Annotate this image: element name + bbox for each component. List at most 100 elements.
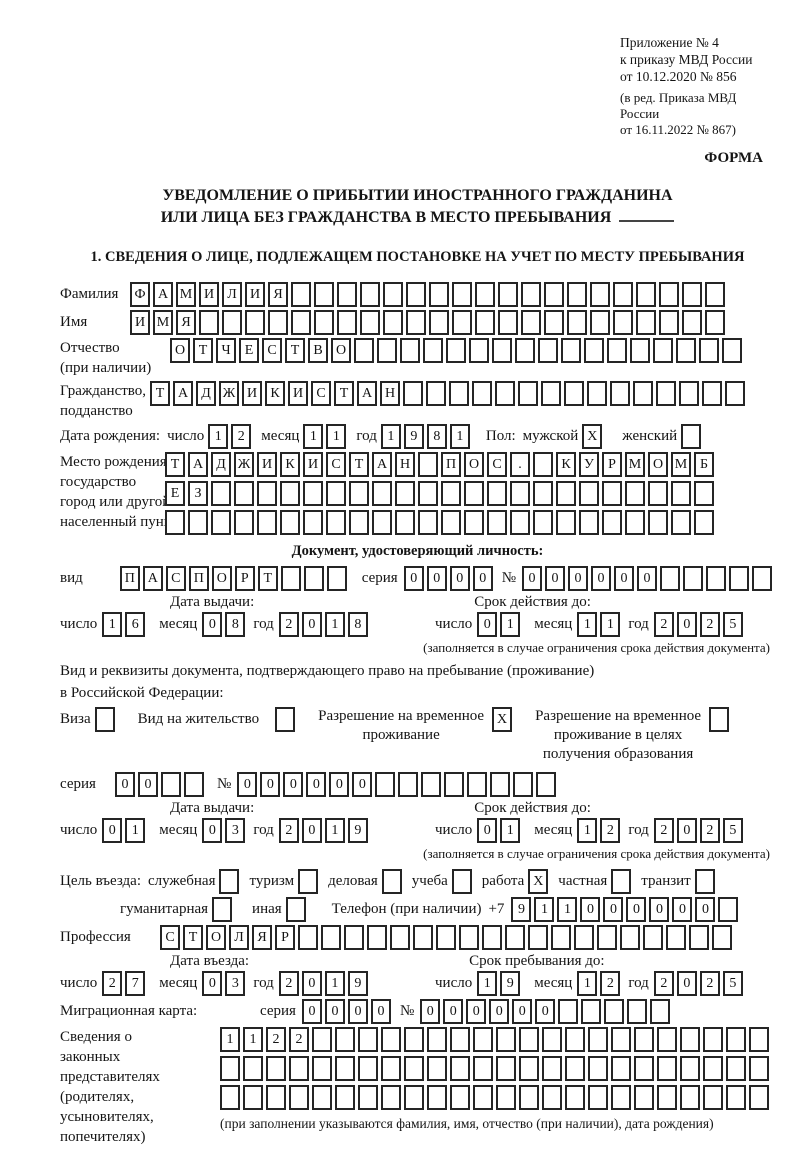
- form-cell[interactable]: 0: [138, 772, 158, 797]
- form-cell[interactable]: [625, 510, 645, 535]
- form-cell[interactable]: 0: [477, 818, 498, 843]
- form-cell[interactable]: [564, 381, 584, 406]
- form-cell[interactable]: 0: [545, 566, 565, 591]
- form-cell[interactable]: [452, 282, 472, 307]
- form-cell[interactable]: 2: [653, 818, 674, 843]
- form-cell[interactable]: [383, 282, 403, 307]
- form-cell[interactable]: 1: [208, 424, 229, 449]
- form-cell[interactable]: [298, 869, 319, 894]
- form-cell[interactable]: [505, 925, 525, 950]
- form-cell[interactable]: 0: [102, 818, 123, 843]
- form-cell[interactable]: [613, 310, 633, 335]
- form-cell[interactable]: 1: [500, 612, 521, 637]
- form-cell[interactable]: [423, 338, 443, 363]
- form-cell[interactable]: [381, 869, 402, 894]
- form-cell[interactable]: [312, 1085, 332, 1110]
- form-cell[interactable]: Д: [196, 381, 216, 406]
- form-cell[interactable]: [372, 481, 392, 506]
- form-cell[interactable]: [521, 310, 541, 335]
- form-cell[interactable]: 9: [500, 971, 521, 996]
- form-cell[interactable]: [418, 510, 438, 535]
- form-cell[interactable]: 1: [577, 818, 598, 843]
- form-cell[interactable]: [280, 510, 300, 535]
- form-cell[interactable]: [375, 772, 396, 797]
- form-cell[interactable]: [404, 1085, 424, 1110]
- form-cell[interactable]: 0: [676, 971, 697, 996]
- form-cell[interactable]: [556, 481, 576, 506]
- form-cell[interactable]: 0: [426, 566, 447, 591]
- form-cell[interactable]: [469, 338, 489, 363]
- form-cell[interactable]: [335, 1027, 355, 1052]
- form-cell[interactable]: [544, 282, 564, 307]
- form-cell[interactable]: 2: [102, 971, 123, 996]
- form-cell[interactable]: 2: [600, 818, 621, 843]
- form-cell[interactable]: [475, 282, 495, 307]
- form-cell[interactable]: 2: [699, 818, 720, 843]
- form-cell[interactable]: О: [648, 452, 668, 477]
- form-cell[interactable]: [726, 1027, 746, 1052]
- form-cell[interactable]: [275, 707, 296, 732]
- form-cell[interactable]: [542, 1056, 562, 1081]
- form-cell[interactable]: Б: [694, 452, 714, 477]
- form-cell[interactable]: [436, 925, 456, 950]
- form-cell[interactable]: [656, 381, 676, 406]
- form-cell[interactable]: [496, 1027, 516, 1052]
- form-cell[interactable]: [712, 925, 732, 950]
- form-cell[interactable]: [634, 1027, 654, 1052]
- form-cell[interactable]: [694, 869, 715, 894]
- form-cell[interactable]: [610, 381, 630, 406]
- form-cell[interactable]: [680, 1085, 700, 1110]
- form-cell[interactable]: Е: [165, 481, 185, 506]
- form-cell[interactable]: [429, 310, 449, 335]
- form-cell[interactable]: К: [556, 452, 576, 477]
- form-cell[interactable]: 0: [324, 999, 345, 1024]
- form-cell[interactable]: [335, 1056, 355, 1081]
- form-cell[interactable]: 1: [534, 897, 555, 922]
- form-cell[interactable]: [390, 925, 410, 950]
- form-cell[interactable]: [706, 566, 726, 591]
- form-cell[interactable]: [184, 772, 204, 797]
- form-cell[interactable]: Л: [222, 282, 242, 307]
- form-cell[interactable]: [234, 481, 254, 506]
- form-cell[interactable]: 0: [420, 999, 441, 1024]
- form-cell[interactable]: [528, 925, 548, 950]
- form-cell[interactable]: 2: [699, 612, 720, 637]
- form-cell[interactable]: [335, 1085, 355, 1110]
- form-cell[interactable]: 1: [243, 1027, 263, 1052]
- form-cell[interactable]: И: [242, 381, 262, 406]
- form-cell[interactable]: [682, 282, 702, 307]
- form-cell[interactable]: [243, 1056, 263, 1081]
- form-cell[interactable]: 0: [403, 566, 424, 591]
- form-cell[interactable]: [602, 481, 622, 506]
- form-cell[interactable]: [718, 897, 739, 922]
- form-cell[interactable]: [611, 1027, 631, 1052]
- form-cell[interactable]: [381, 1056, 401, 1081]
- form-cell[interactable]: 0: [614, 566, 634, 591]
- form-cell[interactable]: [689, 925, 709, 950]
- form-cell[interactable]: 9: [403, 424, 424, 449]
- form-cell[interactable]: М: [671, 452, 691, 477]
- form-cell[interactable]: 0: [449, 566, 470, 591]
- form-cell[interactable]: 1: [326, 424, 347, 449]
- form-cell[interactable]: И: [130, 310, 150, 335]
- form-cell[interactable]: [337, 282, 357, 307]
- form-cell[interactable]: [245, 310, 265, 335]
- form-cell[interactable]: [558, 999, 579, 1024]
- form-cell[interactable]: [604, 999, 625, 1024]
- form-cell[interactable]: 1: [500, 818, 521, 843]
- form-cell[interactable]: 5: [722, 612, 743, 637]
- form-cell[interactable]: И: [257, 452, 277, 477]
- form-cell[interactable]: [381, 1027, 401, 1052]
- form-cell[interactable]: О: [170, 338, 190, 363]
- form-cell[interactable]: 1: [557, 897, 578, 922]
- form-cell[interactable]: [676, 338, 696, 363]
- form-cell[interactable]: 9: [347, 818, 368, 843]
- form-cell[interactable]: [222, 310, 242, 335]
- form-cell[interactable]: [211, 510, 231, 535]
- form-cell[interactable]: [513, 772, 534, 797]
- form-cell[interactable]: 0: [591, 566, 611, 591]
- form-cell[interactable]: [268, 310, 288, 335]
- form-cell[interactable]: 0: [260, 772, 281, 797]
- form-cell[interactable]: [551, 925, 571, 950]
- form-cell[interactable]: [358, 1085, 378, 1110]
